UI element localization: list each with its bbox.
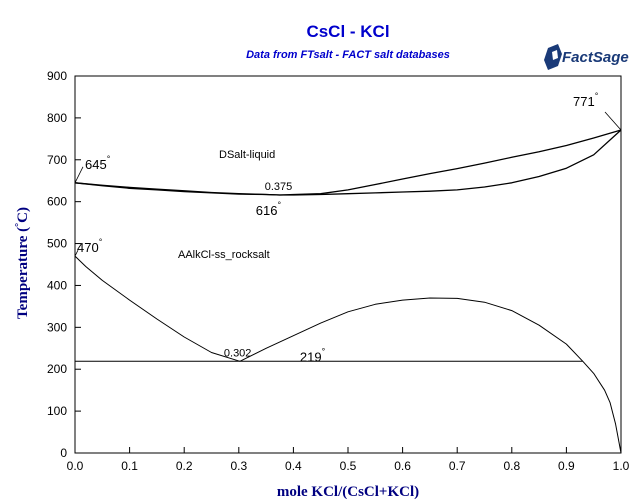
annotation-degree: ° — [322, 346, 326, 356]
x-tick-label: 0.3 — [230, 459, 247, 473]
phase-boundary-line-5 — [582, 360, 622, 454]
x-tick-label: 0.1 — [121, 459, 138, 473]
x-tick-label: 0.7 — [449, 459, 466, 473]
x-tick-label: 0.6 — [394, 459, 411, 473]
y-tick-label: 200 — [47, 362, 67, 376]
x-axis-label: mole KCl/(CsCl+KCl) — [277, 484, 419, 500]
chart-subtitle: Data from FTsalt - FACT salt databases — [246, 49, 450, 61]
annotation-degree: ° — [107, 154, 111, 164]
y-axis-label-part: Temperature ( — [15, 227, 31, 319]
x-tick-label: 0.4 — [285, 459, 302, 473]
x-tick-label: 0.2 — [176, 459, 193, 473]
annotation-label: 219° — [300, 346, 326, 364]
x-tick-label: 0.0 — [67, 459, 84, 473]
x-tick-label: 0.8 — [503, 459, 520, 473]
annotation-label: 470° — [77, 237, 103, 255]
x-axis-ticks: 0.0 0.1 0.2 0.3 0.4 0.5 0.6 0.7 0.8 0.9 1.0 — [67, 447, 630, 473]
phase-boundary-line-3 — [239, 297, 584, 362]
annotation-value: 219 — [300, 349, 322, 364]
annotation-leader — [604, 111, 622, 131]
x-tick-label: 0.5 — [340, 459, 357, 473]
plot-frame — [74, 75, 622, 454]
y-axis-label: Temperature (°C) — [14, 207, 31, 319]
phase-label-liquid: DSalt-liquid — [219, 149, 275, 161]
logo-wordmark: FactSage — [562, 49, 629, 66]
y-tick-label: 0 — [60, 446, 67, 460]
annotation-value: 470 — [77, 240, 99, 255]
y-axis-ticks: 0 100 200 300 400 500 600 700 800 900 — [47, 69, 81, 460]
chart-title: CsCl - KCl — [306, 22, 389, 41]
y-tick-label: 100 — [47, 404, 67, 418]
phase-boundary-line-1 — [74, 129, 622, 196]
annotation-label: 616° — [256, 200, 282, 218]
annotation-label: 0.375 — [265, 181, 293, 193]
y-tick-label: 500 — [47, 237, 67, 251]
phase-boundary-curves — [74, 129, 622, 454]
x-tick-label: 1.0 — [613, 459, 630, 473]
y-axis-label-degree: ° — [14, 223, 25, 227]
factsage-logo: FactSage — [544, 44, 629, 70]
annotation-label: 0.302 — [224, 347, 252, 359]
annotation-value: 0.375 — [265, 181, 293, 193]
annotation-leader — [74, 166, 84, 183]
y-tick-label: 700 — [47, 153, 67, 167]
y-axis-label-part: C) — [15, 207, 31, 223]
y-tick-label: 300 — [47, 320, 67, 334]
annotation-leader — [74, 249, 79, 257]
phase-boundary-line-0 — [74, 129, 622, 196]
phase-boundary-line-2 — [74, 255, 241, 362]
logo-mark-inner — [552, 50, 558, 60]
phase-label-rocksalt: AAlkCl-ss_rocksalt — [178, 249, 270, 261]
annotation-degree: ° — [595, 91, 599, 101]
annotation-value: 645 — [85, 157, 107, 172]
x-tick-label: 0.9 — [558, 459, 575, 473]
annotation-value: 771 — [573, 94, 595, 109]
annotation-value: 616 — [256, 203, 278, 218]
annotation-label: 645° — [85, 154, 111, 172]
y-tick-label: 900 — [47, 69, 67, 83]
annotation-value: 0.302 — [224, 347, 252, 359]
annotation-label: 771° — [573, 91, 599, 109]
y-tick-label: 400 — [47, 278, 67, 292]
y-tick-label: 600 — [47, 195, 67, 209]
annotation-degree: ° — [99, 237, 103, 247]
annotation-degree: ° — [277, 200, 281, 210]
y-tick-label: 800 — [47, 111, 67, 125]
